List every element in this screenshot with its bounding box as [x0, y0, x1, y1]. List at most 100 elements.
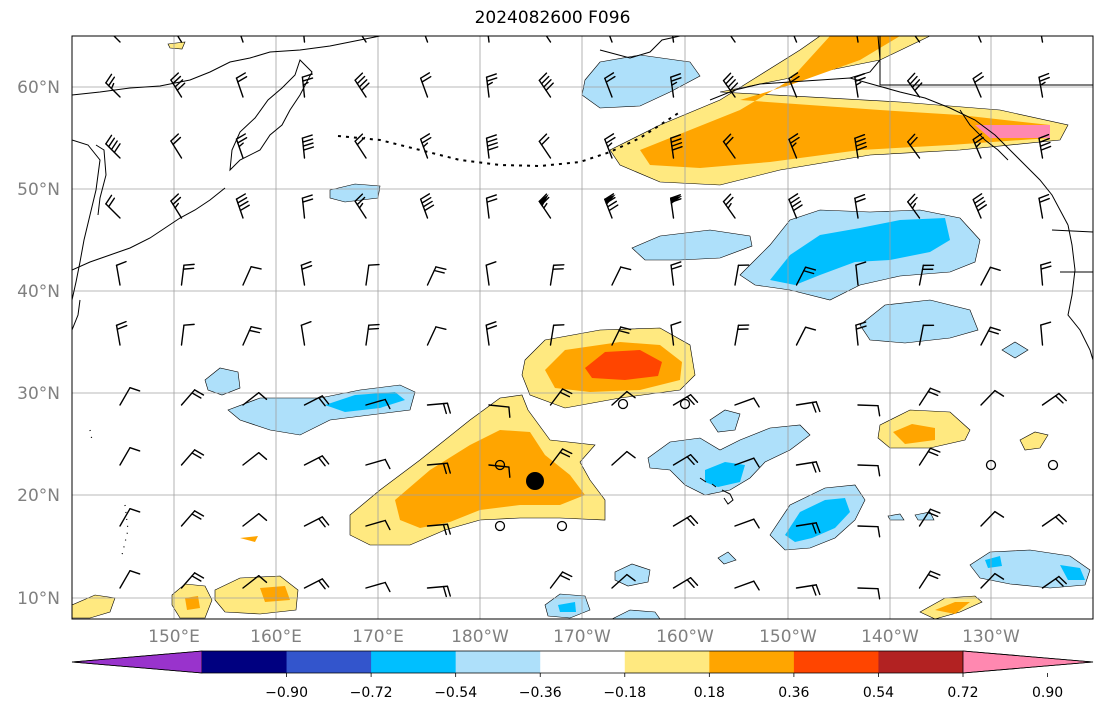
wind-barb [303, 578, 330, 590]
calm-wind-marker [556, 520, 568, 532]
wind-barb [538, 72, 554, 98]
colorbar-tick-label: 0.18 [694, 685, 725, 701]
map-frame [71, 35, 1094, 620]
wind-barb [105, 194, 121, 219]
positive-anomaly-region [585, 350, 662, 380]
latitude-label: 60°N [17, 78, 60, 98]
colorbar-segment [709, 651, 795, 673]
colorbar-tick-label: 0.54 [863, 685, 894, 701]
wind-barb [242, 512, 268, 527]
coastline [72, 187, 226, 271]
negative-anomaly-region [611, 609, 661, 619]
positive-anomaly-region [167, 41, 186, 50]
wind-barb [485, 73, 498, 98]
negative-anomaly-region [1060, 565, 1085, 580]
wind-barb [795, 522, 821, 534]
border [879, 36, 1093, 86]
wind-barb [1038, 72, 1050, 98]
wind-barb [1041, 392, 1067, 406]
positive-anomaly-region [395, 430, 585, 528]
wind-barb [180, 389, 205, 406]
negative-anomaly-region [1001, 341, 1029, 359]
positive-anomaly-region [1019, 431, 1049, 451]
colorbar-tick-label: 0.72 [947, 685, 978, 701]
wind-barb [487, 36, 490, 43]
colorbar-extend-max [962, 650, 1094, 674]
wind-barb [672, 514, 699, 527]
colorbar-tick-label: −0.18 [603, 685, 646, 701]
wind-barb [424, 36, 429, 43]
wind-barb [977, 36, 982, 43]
wind-barb [671, 36, 675, 43]
colorbar [71, 650, 1094, 674]
calm-marker-layer [494, 398, 1059, 532]
wind-barb [788, 72, 800, 98]
wind-barb [119, 446, 141, 466]
wind-barb [795, 326, 817, 346]
wind-barb [788, 133, 800, 159]
negative-anomaly-region [709, 409, 741, 433]
colorbar-tick-label: −0.36 [519, 685, 562, 701]
negative-anomaly-region [770, 218, 950, 285]
longitude-label: 180°W [451, 627, 509, 647]
wind-barb [604, 72, 616, 98]
wind-barb [113, 36, 121, 43]
wind-barb [670, 73, 682, 98]
wind-barb [1040, 261, 1052, 286]
wind-barb [303, 36, 306, 43]
positive-anomaly-region [240, 536, 258, 542]
wind-barb [180, 449, 205, 466]
wind-barb [419, 72, 432, 98]
wind-barb [180, 572, 205, 589]
wind-barb [795, 401, 821, 413]
coastline [229, 59, 313, 172]
wind-barb [857, 525, 881, 538]
wind-barb [354, 193, 367, 219]
calm-wind-marker [679, 398, 691, 410]
colorbar-tick-label: −0.90 [265, 685, 308, 701]
hawaii-islands [699, 477, 734, 505]
wind-barb [488, 464, 511, 478]
wind-barb [854, 194, 866, 219]
calm-wind-marker [494, 459, 506, 471]
coastline [599, 36, 681, 59]
wind-barb [918, 570, 941, 589]
coastline [72, 299, 81, 331]
wind-barb [105, 134, 121, 159]
wind-barb [365, 323, 380, 346]
wind-barb [669, 194, 683, 219]
wind-barb [426, 326, 447, 346]
colorbar-tick-label: −0.54 [434, 685, 477, 701]
wind-barb [980, 572, 1005, 589]
wind-barb [365, 519, 391, 531]
wind-barb [918, 508, 941, 527]
wind-barb [611, 326, 632, 346]
wind-barb [907, 133, 921, 159]
wind-barb [722, 72, 739, 98]
positive-anomaly-region [72, 594, 116, 619]
gridlines [72, 36, 1093, 619]
latitude-label: 50°N [17, 180, 60, 200]
wind-barb [303, 516, 330, 528]
wind-barb [242, 574, 268, 589]
wind-barb [242, 326, 262, 346]
negative-anomaly-region [581, 54, 701, 109]
wind-barb [603, 193, 619, 219]
wind-barb [670, 134, 683, 159]
wind-barb [611, 390, 636, 406]
wind-barb [907, 193, 921, 219]
wind-barb [170, 72, 186, 98]
wind-barb [485, 194, 498, 219]
positive-anomaly-region [214, 575, 299, 615]
longitude-label: 170°W [553, 627, 611, 647]
colorbar-tick-label: 0.36 [778, 685, 809, 701]
wind-barb [549, 388, 573, 406]
wind-barb [611, 266, 632, 286]
wind-barb [611, 573, 636, 589]
wind-barb [1040, 321, 1052, 346]
wind-barb [734, 518, 760, 529]
wind-barb [980, 389, 1005, 406]
wind-barb [545, 36, 552, 43]
colorbar-labels: −0.90 −0.72 −0.54 −0.36 −0.18 0.18 0.36 0.54 0.7… [265, 673, 1063, 701]
wind-barb [170, 133, 183, 159]
